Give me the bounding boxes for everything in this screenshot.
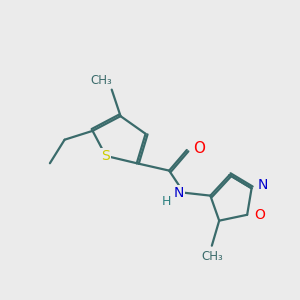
Text: H: H [161,195,171,208]
Text: N: N [173,186,184,200]
Text: CH₃: CH₃ [91,74,112,87]
Text: N: N [257,178,268,192]
Text: CH₃: CH₃ [201,250,223,262]
Text: S: S [101,149,110,163]
Text: O: O [193,141,205,156]
Text: O: O [254,208,266,222]
